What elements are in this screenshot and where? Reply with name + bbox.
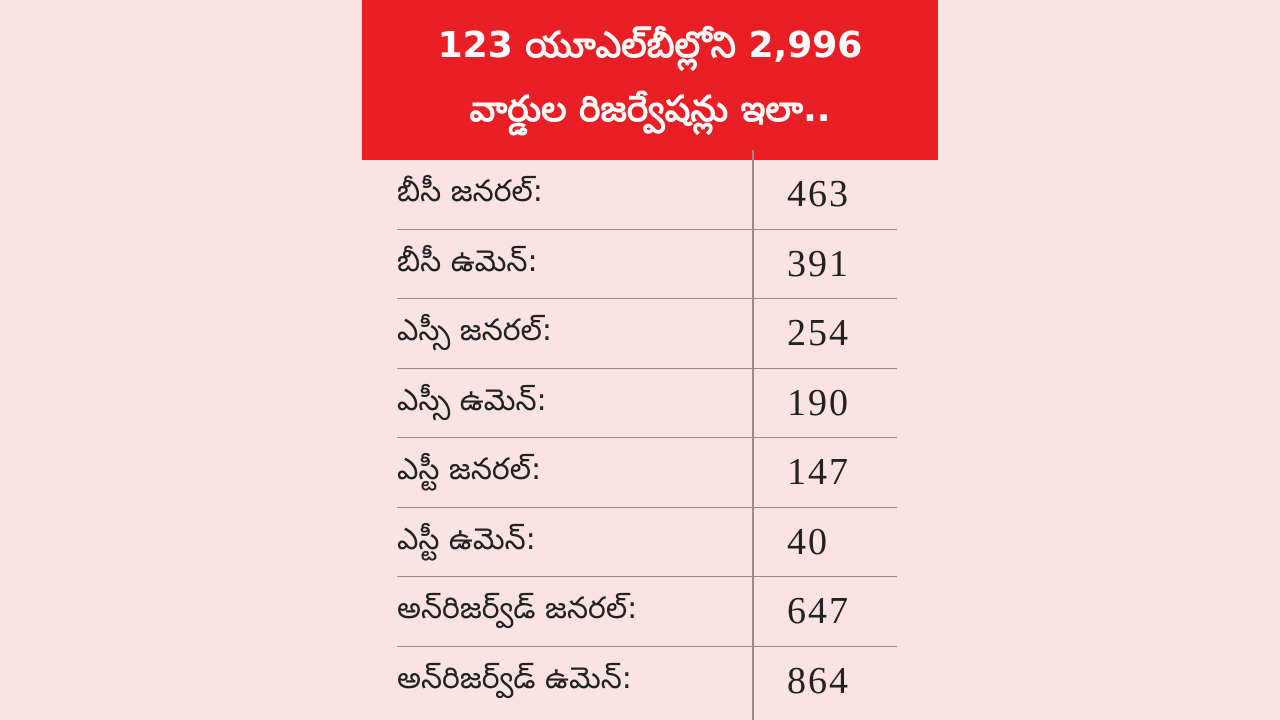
column-divider: [752, 150, 754, 720]
row-label: ఎస్సీ జనరల్:: [397, 313, 552, 348]
row-label: ఎస్టీ జనరల్:: [397, 452, 542, 487]
title-line-1: 123 యూఎల్‌బీల్లోని 2,996: [437, 25, 863, 66]
row-label: బీసీ ఉమెన్:: [397, 243, 538, 279]
row-value: 647: [787, 590, 850, 632]
row-value: 391: [787, 242, 850, 285]
table-row: బీసీ జనరల్: 463: [397, 160, 897, 230]
row-value: 254: [787, 312, 850, 354]
title-line-2: వార్డుల రిజర్వేషన్లు ఇలా..: [469, 89, 831, 130]
row-value: 864: [787, 659, 850, 702]
row-value: 147: [787, 451, 850, 493]
reservation-table: బీసీ జనరల్: 463 బీసీ ఉమెన్: 391 ఎస్సీ జనరల్:…: [397, 160, 897, 716]
row-label: బీసీ జనరల్:: [397, 174, 543, 209]
row-value: 190: [787, 381, 850, 424]
row-label: అన్‌రిజర్వ్‌డ్ జనరల్:: [397, 591, 638, 626]
row-label: అన్‌రిజర్వ్‌డ్ ఉమెన్:: [397, 660, 632, 696]
row-value: 40: [787, 520, 829, 563]
row-value: 463: [787, 173, 850, 215]
table-row: ఎస్సీ ఉమెన్: 190: [397, 369, 897, 438]
table-row: ఎస్టీ ఉమెన్: 40: [397, 508, 897, 577]
table-row: బీసీ ఉమెన్: 391: [397, 230, 897, 299]
title-banner: 123 యూఎల్‌బీల్లోని 2,996 వార్డుల రిజర్వే…: [362, 0, 938, 160]
table-row: అన్‌రిజర్వ్‌డ్ జనరల్: 647: [397, 577, 897, 647]
row-label: ఎస్సీ ఉమెన్:: [397, 382, 547, 418]
table-row: అన్‌రిజర్వ్‌డ్ ఉమెన్: 864: [397, 647, 897, 717]
table-row: ఎస్సీ జనరల్: 254: [397, 299, 897, 369]
table-row: ఎస్టీ జనరల్: 147: [397, 438, 897, 508]
row-label: ఎస్టీ ఉమెన్:: [397, 521, 536, 557]
